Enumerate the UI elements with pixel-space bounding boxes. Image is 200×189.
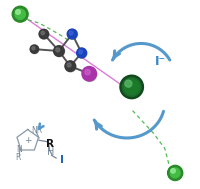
- Circle shape: [167, 165, 182, 180]
- Circle shape: [169, 168, 179, 178]
- Circle shape: [84, 69, 90, 75]
- Circle shape: [123, 79, 139, 94]
- Circle shape: [39, 30, 49, 39]
- Circle shape: [30, 45, 39, 54]
- Text: R: R: [16, 153, 21, 162]
- Circle shape: [65, 61, 76, 72]
- Circle shape: [65, 61, 75, 71]
- Circle shape: [30, 45, 38, 53]
- Circle shape: [82, 67, 96, 81]
- Circle shape: [77, 48, 86, 58]
- Circle shape: [15, 10, 20, 14]
- Text: +: +: [24, 136, 31, 145]
- Circle shape: [82, 67, 96, 81]
- Circle shape: [39, 29, 48, 39]
- Text: NR: NR: [31, 126, 42, 136]
- Circle shape: [69, 31, 73, 35]
- Circle shape: [12, 6, 28, 22]
- Circle shape: [78, 50, 82, 54]
- Text: I⁻: I⁻: [154, 55, 165, 68]
- Text: I: I: [60, 155, 64, 165]
- Circle shape: [124, 80, 131, 87]
- Circle shape: [122, 77, 140, 96]
- Text: N: N: [16, 145, 22, 154]
- Circle shape: [170, 169, 174, 173]
- Circle shape: [67, 29, 77, 39]
- Circle shape: [76, 48, 86, 58]
- Circle shape: [55, 48, 59, 52]
- Circle shape: [54, 46, 64, 57]
- Text: R: R: [46, 139, 54, 149]
- Circle shape: [67, 29, 77, 39]
- Text: H: H: [46, 147, 54, 157]
- Circle shape: [53, 46, 64, 56]
- Circle shape: [67, 63, 71, 67]
- Circle shape: [41, 31, 44, 35]
- Circle shape: [119, 75, 143, 99]
- Circle shape: [15, 9, 25, 19]
- Circle shape: [32, 47, 35, 50]
